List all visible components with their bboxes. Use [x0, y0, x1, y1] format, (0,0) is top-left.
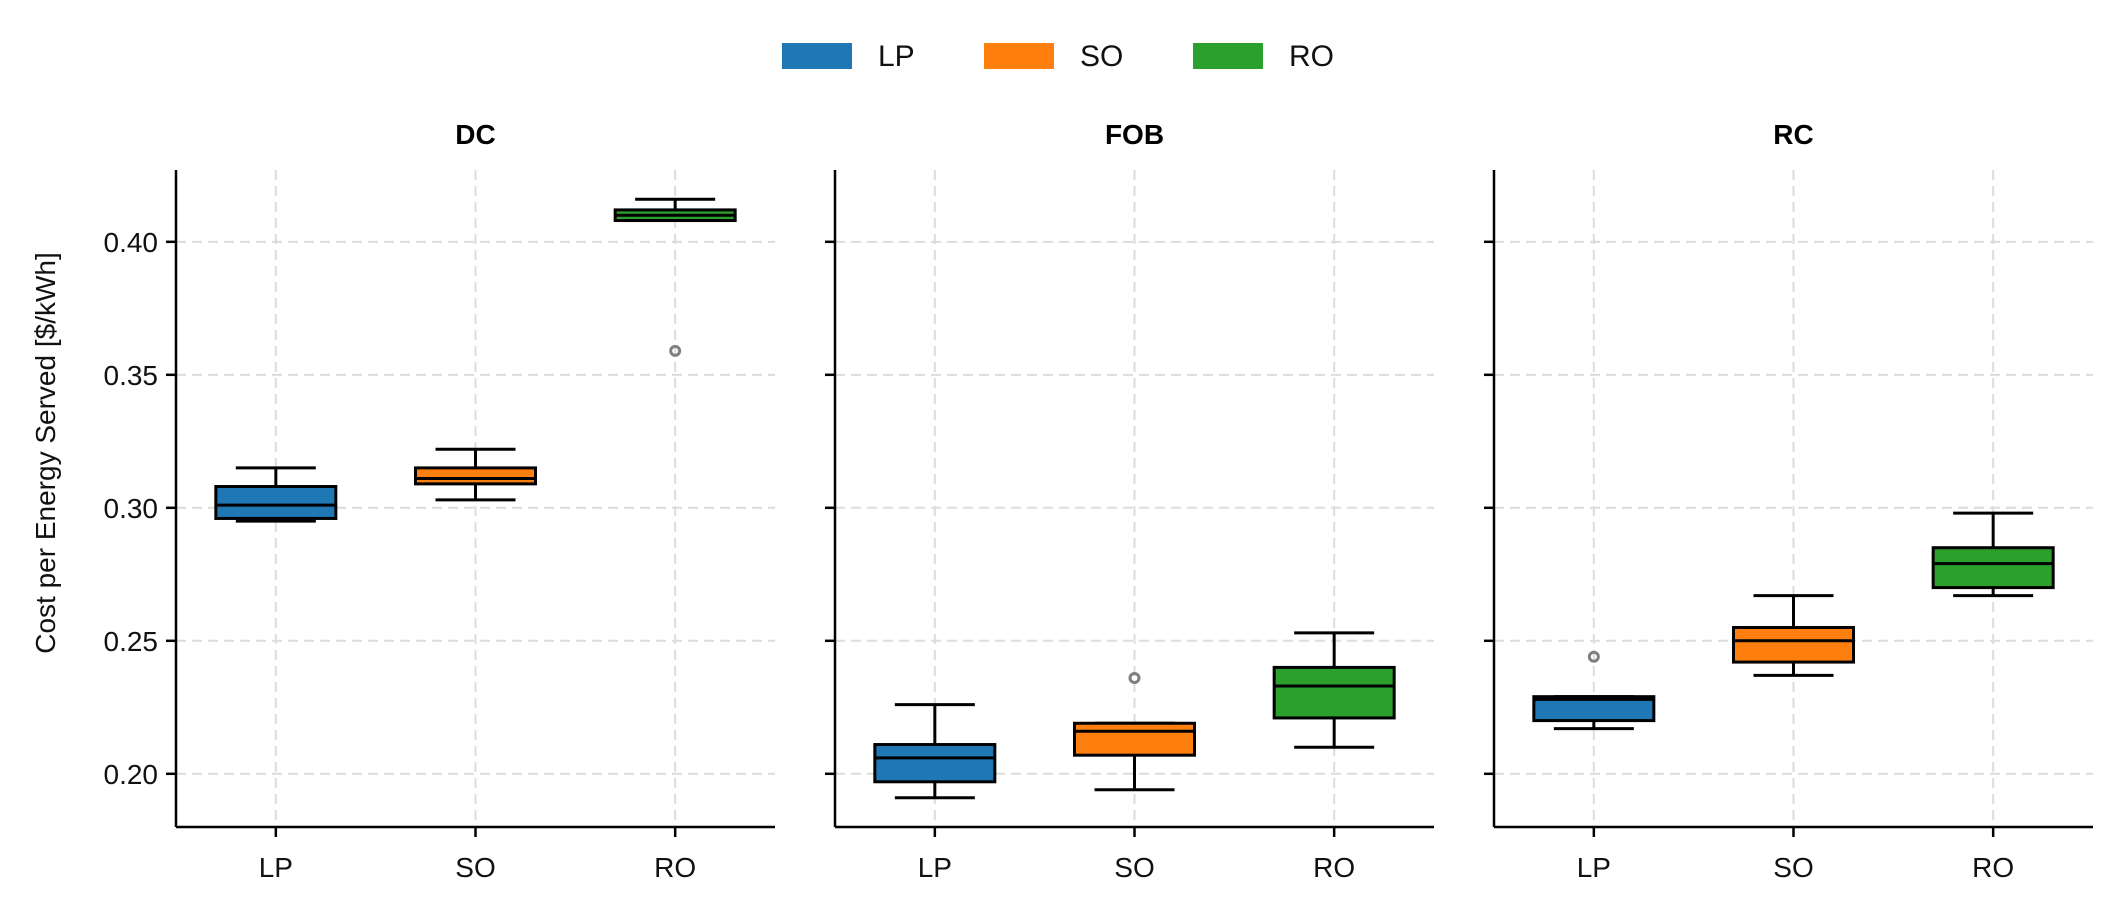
box-body [414, 466, 537, 486]
x-tick-label-lp: LP [918, 852, 952, 883]
panel-dc: DC 0.20 0.25 0.30 0.35 0.40 LP SO RO [104, 119, 775, 883]
x-tick-label-so: SO [455, 852, 495, 883]
legend-swatch-ro [1193, 43, 1263, 69]
box-body [873, 743, 997, 784]
box-fob-ro [1272, 631, 1396, 749]
x-tick-label-ro: RO [654, 852, 696, 883]
box-body [1732, 626, 1855, 664]
legend-swatch-lp [782, 43, 852, 69]
panels: DC 0.20 0.25 0.30 0.35 0.40 LP SO RO FOB LP SO RO RC L… [104, 119, 2093, 883]
box-rc-ro [1931, 511, 2055, 598]
legend: LP SO RO [782, 40, 1334, 73]
y-tick-label: 0.30 [104, 493, 159, 524]
panel-title-fob: FOB [1105, 119, 1164, 150]
legend-label-so: SO [1080, 40, 1123, 73]
legend-label-lp: LP [878, 40, 915, 73]
x-tick-label-so: SO [1773, 852, 1813, 883]
y-axis-label: Cost per Energy Served [$/kWh] [30, 252, 61, 654]
x-tick-label-ro: RO [1972, 852, 2014, 883]
panel-fob: FOB LP SO RO [825, 119, 1434, 883]
outlier-point [1587, 650, 1600, 663]
panel-rc: RC LP SO RO [1484, 119, 2093, 883]
x-tick-label-lp: LP [1577, 852, 1611, 883]
box-rc-so [1732, 594, 1855, 677]
box-dc-lp [214, 466, 338, 523]
y-tick-label: 0.40 [104, 227, 159, 258]
y-tick-label: 0.35 [104, 360, 159, 391]
panel-title-rc: RC [1773, 119, 1813, 150]
box-fob-lp [873, 703, 997, 800]
legend-label-ro: RO [1289, 40, 1334, 73]
box-body [1532, 695, 1656, 723]
box-dc-so [414, 447, 537, 502]
box-body [1272, 665, 1396, 720]
outlier-point [669, 344, 682, 357]
y-tick-label: 0.20 [104, 759, 159, 790]
box-body [214, 485, 338, 520]
box-dc-ro [613, 197, 737, 357]
y-tick-label: 0.25 [104, 626, 159, 657]
box-body [1073, 721, 1196, 757]
box-fob-so [1073, 672, 1196, 792]
x-tick-label-ro: RO [1313, 852, 1355, 883]
x-tick-label-so: SO [1114, 852, 1154, 883]
legend-swatch-so [984, 43, 1054, 69]
box-rc-lp [1532, 650, 1656, 731]
x-tick-label-lp: LP [259, 852, 293, 883]
outlier-point [1128, 672, 1141, 685]
panel-title-dc: DC [455, 119, 495, 150]
box-body [1931, 546, 2055, 590]
